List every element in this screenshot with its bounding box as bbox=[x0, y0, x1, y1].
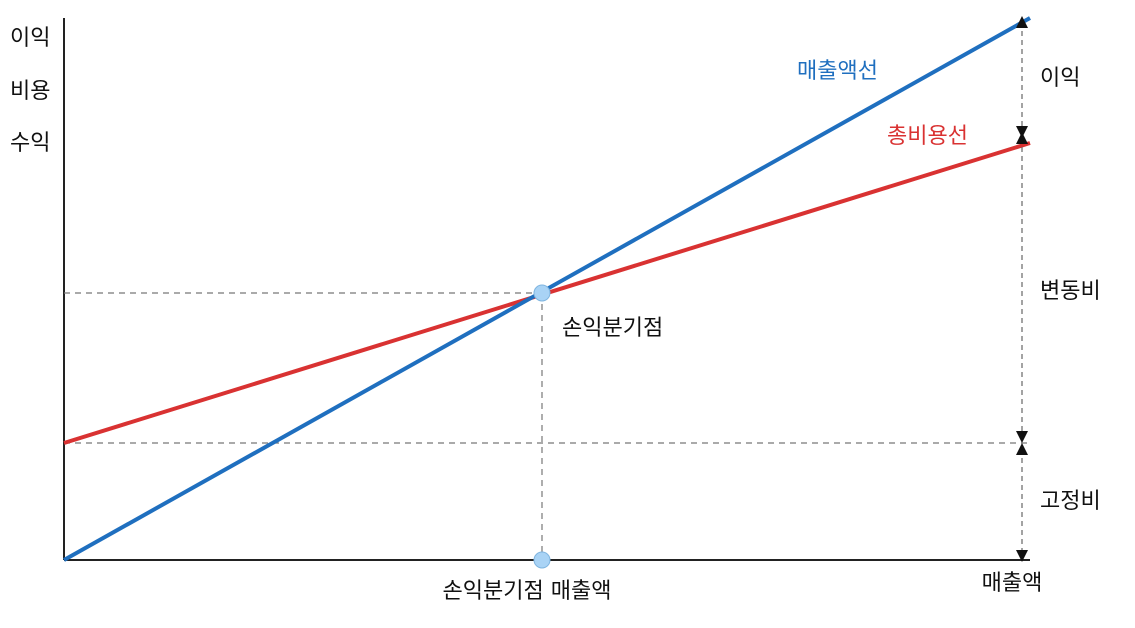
variable-cost-bracket-label: 변동비 bbox=[1040, 279, 1101, 304]
y-axis-label-profit: 이익 bbox=[10, 26, 50, 51]
sales-line-label: 매출액선 bbox=[797, 59, 878, 84]
y-axis-label-revenue: 수익 bbox=[10, 131, 50, 156]
total-cost-line-label: 총비용선 bbox=[887, 124, 968, 149]
break-even-sales-label: 손익분기점 매출액 bbox=[443, 579, 612, 604]
profit-bracket-label: 이익 bbox=[1040, 66, 1080, 91]
fixed-cost-bracket-label: 고정비 bbox=[1040, 489, 1101, 514]
break-even-point bbox=[533, 284, 551, 302]
break-even-sales-point bbox=[533, 551, 551, 569]
break-even-label: 손익분기점 bbox=[562, 316, 663, 341]
sales-axis-label: 매출액 bbox=[982, 571, 1043, 596]
y-axis-label-cost: 비용 bbox=[10, 79, 50, 104]
